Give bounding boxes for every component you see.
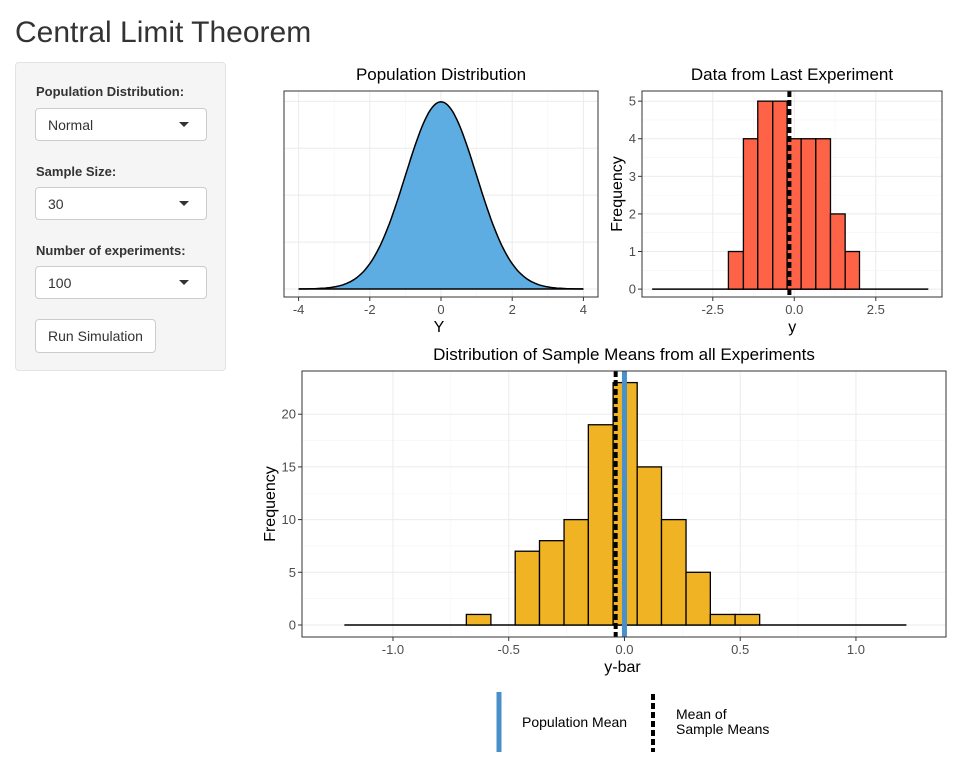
y-tick-label: 10: [282, 512, 296, 527]
y-tick-label: 5: [629, 94, 636, 109]
histogram-bar: [829, 213, 846, 290]
x-tick-label: -4: [293, 302, 305, 317]
x-tick-label: 1.0: [847, 642, 865, 657]
x-axis-label: y: [788, 319, 796, 336]
histogram-bar: [815, 138, 832, 290]
histogram-bar: [772, 100, 788, 290]
histogram-bar: [757, 100, 774, 290]
sample-means-chart: -1.0 -0.5 0.0 0.5 1.0 0 5 10 15 20 Distribution of…: [262, 345, 947, 676]
y-tick-label: 20: [282, 407, 296, 422]
histogram-bar: [742, 138, 759, 290]
y-tick-label: 0: [629, 282, 636, 297]
x-tick-label: -2.5: [702, 302, 724, 317]
histogram-bar: [587, 424, 614, 626]
caret-down-icon: [179, 201, 189, 206]
y-tick-label: 3: [629, 169, 636, 184]
histogram-bar: [514, 550, 541, 626]
histogram-bar: [844, 250, 861, 290]
x-tick-label: -2: [364, 302, 376, 317]
y-tick-label: 5: [289, 565, 296, 580]
y-tick-label: 2: [629, 206, 636, 221]
chart-title: Distribution of Sample Means from all Ex…: [433, 345, 815, 364]
x-tick-label: -0.5: [498, 642, 520, 657]
x-axis-label: y-bar: [604, 659, 641, 676]
legend-label: Sample Means: [676, 721, 769, 737]
y-axis-label: Frequency: [609, 156, 626, 232]
sample-size-value: 30: [48, 196, 64, 212]
last-experiment-chart: -2.5 0.0 2.5 0 1 2 3 4 5 Data from Last Experimen…: [609, 65, 943, 336]
histogram-bar: [465, 613, 492, 626]
x-tick-label: -1.0: [382, 642, 404, 657]
y-tick-label: 0: [289, 617, 296, 632]
histogram-bar: [563, 518, 590, 626]
run-simulation-button[interactable]: Run Simulation: [35, 319, 156, 353]
y-tick-label: 4: [629, 131, 636, 146]
x-tick-label: 0: [437, 302, 444, 317]
chart-title: Data from Last Experiment: [691, 65, 893, 84]
experiments-label: Number of experiments:: [36, 243, 186, 258]
x-tick-label: 2.5: [867, 302, 885, 317]
population-distribution-chart: -4 -2 0 2 4 Population Distribution Y: [283, 65, 599, 336]
y-axis-label: Frequency: [262, 466, 279, 542]
experiments-select[interactable]: 100: [35, 266, 207, 299]
legend-label: Mean of: [676, 706, 727, 722]
y-tick-label: 15: [282, 459, 296, 474]
x-tick-label: 0.5: [731, 642, 749, 657]
population-distribution-value: Normal: [48, 117, 94, 133]
legend-label: Population Mean: [522, 714, 627, 730]
panel-border: [641, 90, 943, 298]
experiments-value: 100: [48, 275, 72, 291]
sidebar-panel: Population Distribution: Normal Sample S…: [15, 62, 226, 371]
page-title: Central Limit Theorem: [15, 16, 312, 49]
histogram-bar: [660, 518, 687, 626]
x-tick-label: 4: [580, 302, 587, 317]
population-distribution-label: Population Distribution:: [36, 84, 185, 99]
histogram-bar: [709, 613, 736, 626]
histogram-bar: [800, 138, 817, 290]
histogram-bar: [685, 571, 711, 626]
density-area: [298, 101, 584, 290]
sample-size-label: Sample Size:: [36, 164, 117, 179]
population-distribution-select[interactable]: Normal: [35, 108, 207, 141]
chart-title: Population Distribution: [356, 65, 526, 84]
caret-down-icon: [179, 122, 189, 127]
x-tick-label: 2: [509, 302, 516, 317]
histogram-bar: [734, 613, 761, 626]
histogram-bar: [727, 250, 745, 290]
histogram-bar: [636, 466, 663, 626]
x-axis-label: Y: [434, 319, 445, 336]
histogram-bar: [538, 540, 565, 626]
sample-size-select[interactable]: 30: [35, 187, 207, 220]
x-tick-label: 0.0: [785, 302, 803, 317]
density-curve: [298, 101, 584, 290]
caret-down-icon: [179, 280, 189, 285]
y-tick-label: 1: [629, 244, 636, 259]
x-tick-label: 0.0: [615, 642, 633, 657]
